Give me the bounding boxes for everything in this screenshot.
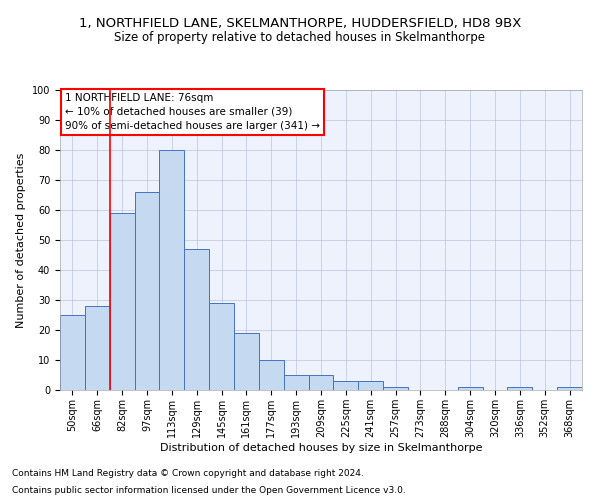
Bar: [60, 315, 85, 390]
Bar: [358, 381, 383, 390]
Bar: [134, 192, 160, 390]
Y-axis label: Number of detached properties: Number of detached properties: [16, 152, 26, 328]
Bar: [284, 375, 308, 390]
Text: 1, NORTHFIELD LANE, SKELMANTHORPE, HUDDERSFIELD, HD8 9BX: 1, NORTHFIELD LANE, SKELMANTHORPE, HUDDE…: [79, 18, 521, 30]
Bar: [234, 333, 259, 390]
Bar: [85, 306, 110, 390]
Bar: [110, 213, 134, 390]
Text: Contains public sector information licensed under the Open Government Licence v3: Contains public sector information licen…: [12, 486, 406, 495]
X-axis label: Distribution of detached houses by size in Skelmanthorpe: Distribution of detached houses by size …: [160, 442, 482, 452]
Text: 1 NORTHFIELD LANE: 76sqm
← 10% of detached houses are smaller (39)
90% of semi-d: 1 NORTHFIELD LANE: 76sqm ← 10% of detach…: [65, 93, 320, 131]
Bar: [160, 150, 184, 390]
Bar: [334, 381, 358, 390]
Bar: [508, 387, 532, 390]
Text: Size of property relative to detached houses in Skelmanthorpe: Size of property relative to detached ho…: [115, 31, 485, 44]
Bar: [209, 303, 234, 390]
Text: Contains HM Land Registry data © Crown copyright and database right 2024.: Contains HM Land Registry data © Crown c…: [12, 468, 364, 477]
Bar: [184, 249, 209, 390]
Bar: [383, 387, 408, 390]
Bar: [458, 387, 482, 390]
Bar: [259, 360, 284, 390]
Bar: [308, 375, 334, 390]
Bar: [557, 387, 582, 390]
